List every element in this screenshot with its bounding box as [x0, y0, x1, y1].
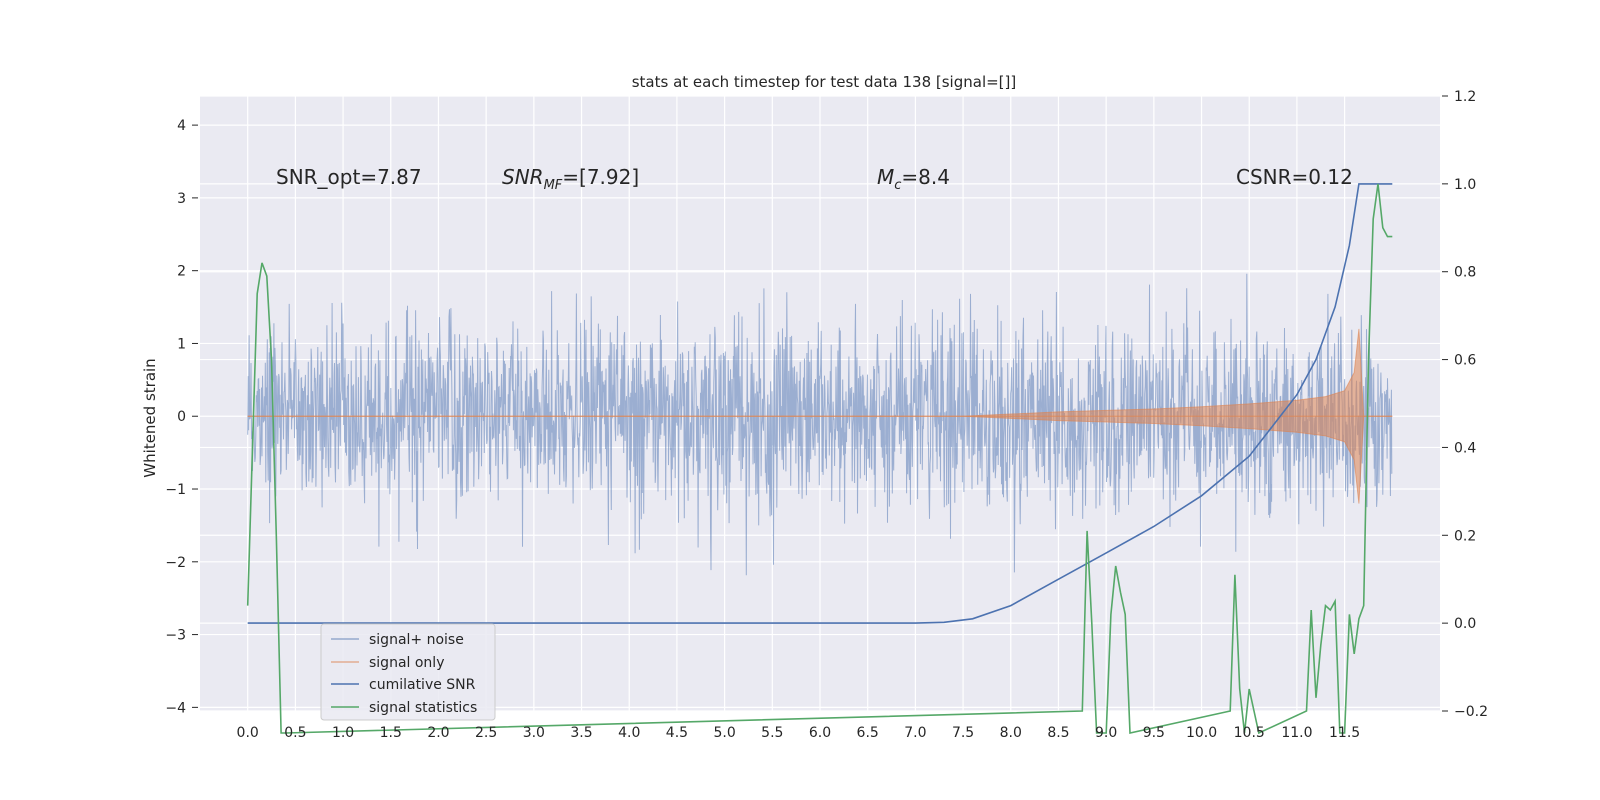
y-left-tick-label: −1	[165, 482, 186, 498]
x-tick-label: 2.5	[475, 725, 497, 741]
y-right-tick-label: 0.0	[1454, 616, 1476, 632]
y-left-tick-label: −4	[165, 700, 186, 716]
y-right-tick-label: 0.2	[1454, 528, 1476, 544]
y-right-tick-label: 0.4	[1454, 440, 1476, 456]
x-tick-label: 2.0	[427, 725, 449, 741]
legend: signal+ noise signal only cumilative SNR…	[320, 623, 496, 721]
annotation-csnr: CSNR=0.12	[1236, 165, 1353, 189]
y-left-tick-label: 1	[177, 336, 186, 352]
cumulative-snr-line	[247, 183, 1393, 624]
annotation-snr-mf-main: SNR	[502, 165, 544, 189]
x-tick-label: 10.5	[1234, 725, 1265, 741]
x-tick-label: 7.5	[952, 725, 974, 741]
y-left-tick-label: 3	[177, 191, 186, 207]
x-tick-label: 8.0	[1000, 725, 1022, 741]
annotation-mc-main: M	[877, 165, 894, 189]
legend-box	[320, 623, 496, 721]
x-tick-label: 8.5	[1047, 725, 1069, 741]
legend-label-signal-statistics: signal statistics	[369, 700, 477, 716]
y-right-tick-label: −0.2	[1454, 704, 1488, 720]
signal-statistics-line	[246, 183, 1393, 735]
x-tick-label: 3.5	[570, 725, 592, 741]
y-left-tick-label: −2	[165, 555, 186, 571]
y-left-tick-label: 4	[177, 118, 186, 134]
x-tick-label: 5.5	[761, 725, 783, 741]
y-axis-left-ticks: 4 3 2 1 0 −1 −2 −3 −4	[165, 118, 198, 716]
y-right-tick-label: 1.2	[1454, 89, 1476, 105]
chart-title: stats at each timestep for test data 138…	[632, 73, 1017, 91]
x-tick-label: 7.0	[904, 725, 926, 741]
x-tick-label: 1.5	[380, 725, 402, 741]
x-tick-label: 4.5	[666, 725, 688, 741]
annotation-snr-mf: SNRMF=[7.92]	[502, 165, 639, 193]
y-axis-right-ticks: 1.2 1.0 0.8 0.6 0.4 0.2 0.0 −0.2	[1442, 89, 1488, 720]
x-tick-label: 0.0	[237, 725, 259, 741]
legend-label-cumulative-snr: cumilative SNR	[369, 677, 476, 693]
x-tick-label: 6.5	[857, 725, 879, 741]
x-axis-ticks: 0.0 0.5 1.0 1.5 2.0 2.5 3.0 3.5 4.0 4.5 5.0 5.5 6.0 6…	[237, 725, 1361, 741]
signal-noise-line	[247, 273, 1393, 576]
annotation-mc-value: =8.4	[901, 165, 950, 189]
x-tick-label: 0.5	[284, 725, 306, 741]
y-right-tick-label: 1.0	[1454, 177, 1476, 193]
y-left-tick-label: 2	[177, 264, 186, 280]
x-tick-label: 6.0	[809, 725, 831, 741]
y-left-tick-label: 0	[177, 409, 186, 425]
legend-label-signal-noise: signal+ noise	[369, 632, 464, 648]
series-signal-only	[247, 328, 1393, 504]
y-left-tick-label: −3	[165, 628, 186, 644]
x-tick-label: 10.0	[1186, 725, 1217, 741]
x-tick-label: 11.5	[1329, 725, 1360, 741]
series-lines	[246, 183, 1393, 735]
annotation-snr-mf-sub: MF	[544, 178, 563, 193]
annotation-snr-mf-value: =[7.92]	[562, 165, 639, 189]
legend-label-signal-only: signal only	[369, 655, 444, 671]
x-tick-label: 5.0	[713, 725, 735, 741]
x-tick-label: 9.5	[1143, 725, 1165, 741]
x-tick-label: 9.0	[1095, 725, 1117, 741]
annotation-mc: Mc=8.4	[877, 165, 950, 193]
y-right-tick-label: 0.6	[1454, 353, 1476, 369]
annotation-mc-sub: c	[894, 178, 901, 193]
y-axis-label: Whitened strain	[141, 358, 159, 477]
x-tick-label: 4.0	[618, 725, 640, 741]
x-tick-label: 3.0	[523, 725, 545, 741]
x-tick-label: 11.0	[1281, 725, 1312, 741]
annotation-snr-opt: SNR_opt=7.87	[276, 165, 422, 189]
series-signal-noise	[247, 273, 1393, 576]
x-tick-label: 1.0	[332, 725, 354, 741]
y-right-tick-label: 0.8	[1454, 265, 1476, 281]
